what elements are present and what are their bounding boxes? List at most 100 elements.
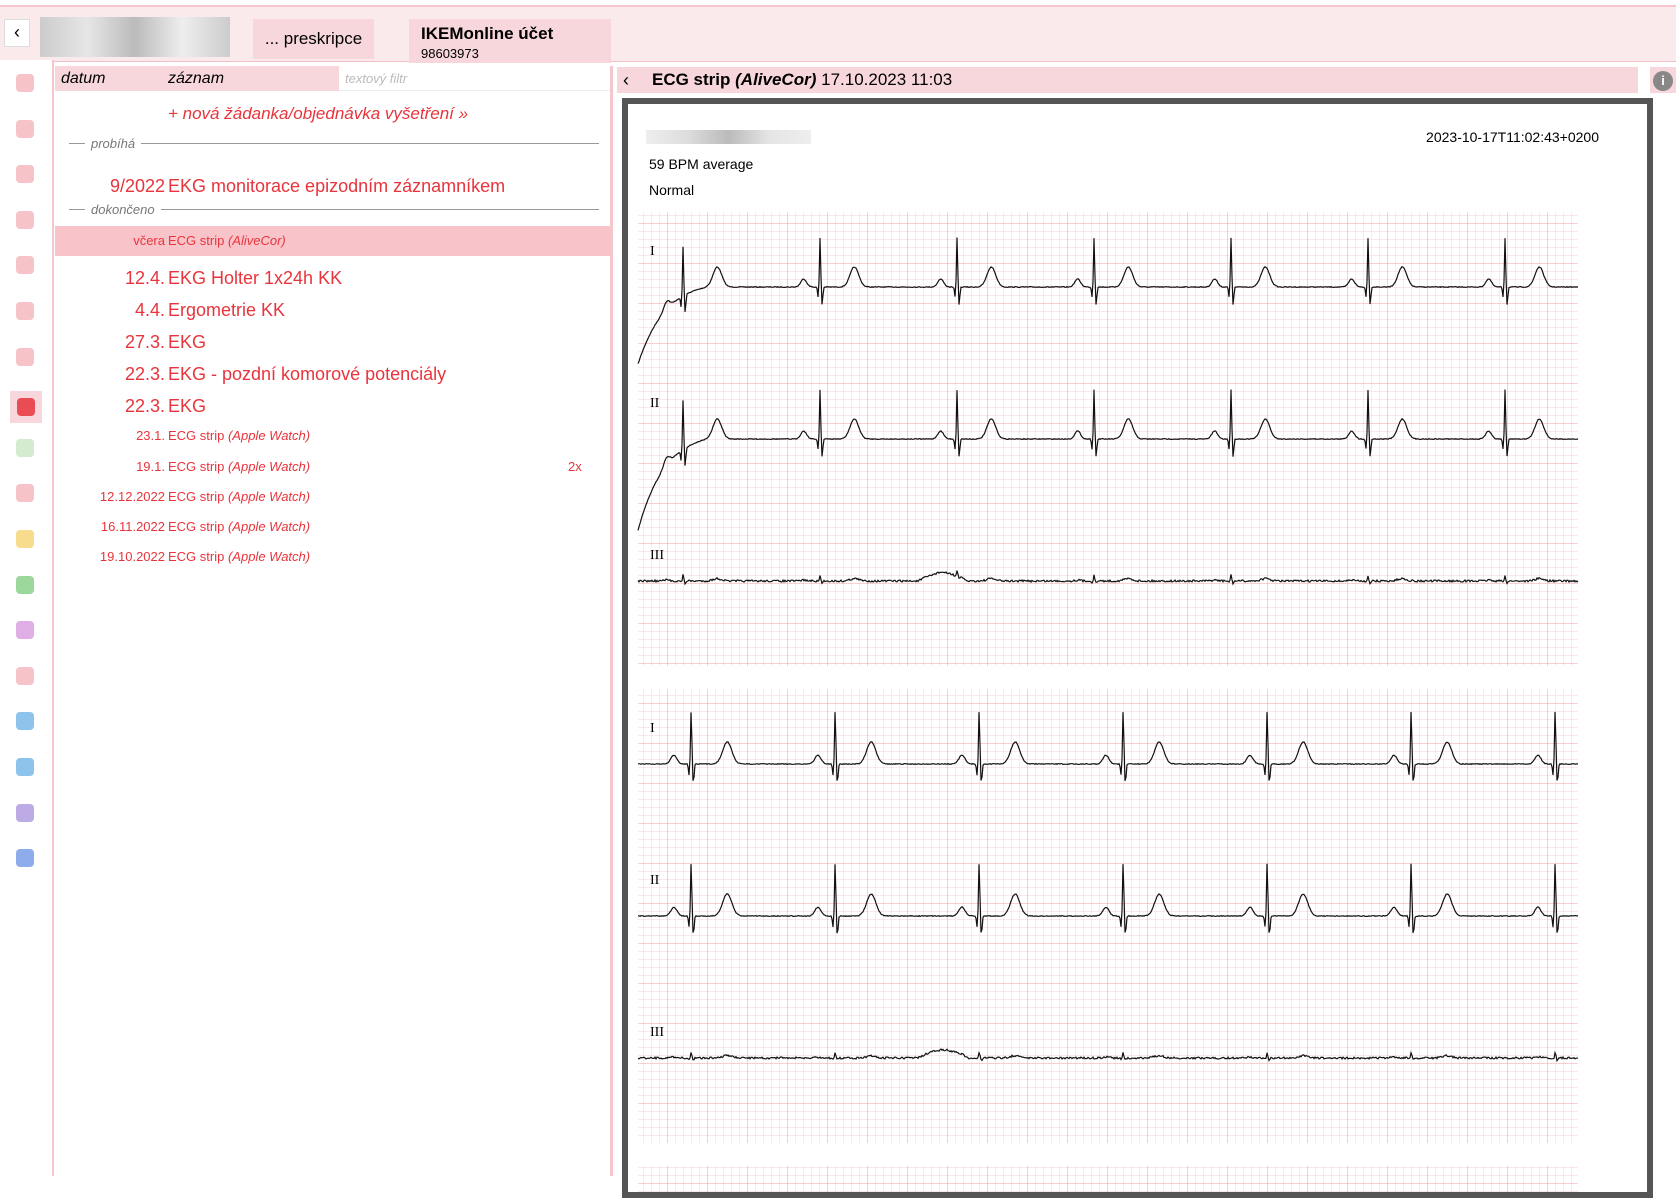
tab[interactable]: ... preskripce — [253, 19, 374, 59]
row-title: ECG strip (Apple Watch) — [168, 426, 310, 446]
icon-glyph — [16, 849, 34, 868]
sidebar-icon[interactable] — [14, 710, 36, 732]
sidebar-icon[interactable] — [14, 619, 36, 641]
row-source: (Apple Watch) — [227, 428, 311, 443]
row-date: 4.4. — [134, 300, 165, 320]
info-icon[interactable]: i — [1653, 71, 1673, 91]
timestamp: 2023-10-17T11:02:43+0200 — [1426, 129, 1599, 145]
lead-label: II — [650, 396, 660, 411]
sidebar-icon[interactable] — [14, 346, 36, 368]
icon-glyph — [16, 347, 34, 366]
row-title: ECG strip (AliveCor) — [168, 226, 286, 256]
list-row[interactable]: 19.10.2022 ECG strip (Apple Watch) — [55, 547, 610, 567]
row-title: EKG monitorace epizodním záznamníkem — [168, 174, 505, 198]
ecg-trace — [637, 237, 1579, 364]
icon-glyph — [16, 712, 34, 731]
list-row[interactable]: 22.3. EKG — [55, 394, 610, 418]
sidebar-icon[interactable] — [14, 802, 36, 824]
row-date: 23.1. — [136, 428, 165, 443]
row-source: (Apple Watch) — [227, 459, 311, 474]
sidebar-icon[interactable] — [10, 391, 42, 424]
back-button[interactable]: ‹ — [4, 19, 30, 47]
sidebar-icon[interactable] — [14, 847, 36, 869]
row-date: 12.12.2022 — [99, 489, 165, 504]
text-filter[interactable]: textový filtr — [339, 66, 610, 91]
result: Normal — [649, 182, 695, 198]
row-title-text: ECG strip — [168, 233, 225, 248]
list-panel: datum záznam textový filtr + nová žádank… — [55, 66, 613, 1176]
ecg-trace — [637, 863, 1579, 934]
ecg-frame: 2023-10-17T11:02:43+0200 59 BPM average … — [622, 98, 1653, 1198]
detail-source: (AliveCor) — [735, 70, 817, 89]
lead-label: I — [650, 244, 655, 259]
icon-glyph — [16, 438, 34, 457]
back-arrow[interactable]: ‹ — [623, 70, 629, 90]
ecg-trace — [637, 1048, 1579, 1063]
icon-glyph — [16, 575, 34, 594]
row-date: 22.3. — [124, 396, 165, 416]
row-source: (AliveCor) — [227, 233, 286, 248]
lead-label: III — [650, 1025, 664, 1040]
icon-glyph — [17, 398, 35, 417]
header-date: datum — [61, 70, 106, 87]
detail-title: ECG strip — [652, 70, 731, 89]
sidebar-icon[interactable] — [14, 437, 36, 459]
row-title-text: Ergometrie KK — [168, 300, 286, 320]
icon-glyph — [16, 666, 34, 685]
row-title: EKG — [168, 330, 206, 354]
group-label: dokončeno — [69, 202, 599, 217]
sidebar-icon[interactable] — [14, 209, 36, 231]
icon-glyph — [16, 119, 34, 138]
sidebar-icon[interactable] — [14, 528, 36, 550]
sidebar-icon[interactable] — [14, 163, 36, 185]
sidebar-icon[interactable] — [14, 72, 36, 94]
row-date: včera — [133, 233, 165, 248]
row-title-text: EKG - pozdní komorové potenciály — [168, 364, 447, 384]
row-source: (Apple Watch) — [227, 549, 311, 564]
list-row[interactable]: 12.4. EKG Holter 1x24h KK — [55, 266, 610, 290]
list-row[interactable]: 4.4. Ergometrie KK — [55, 298, 610, 322]
sidebar — [0, 60, 54, 1176]
icon-glyph — [16, 165, 34, 184]
row-title-text: EKG monitorace epizodním záznamníkem — [168, 176, 506, 196]
sidebar-icon[interactable] — [14, 665, 36, 687]
row-title-text: EKG — [168, 396, 207, 416]
row-title-text: ECG strip — [168, 428, 225, 443]
list-row[interactable]: 16.11.2022 ECG strip (Apple Watch) — [55, 517, 610, 537]
row-title-text: ECG strip — [168, 459, 225, 474]
new-request-link[interactable]: + nová žádanka/objednávka vyšetření » — [168, 104, 469, 123]
row-title: Ergometrie KK — [168, 298, 285, 322]
sidebar-icon[interactable] — [14, 482, 36, 504]
blurred-name — [646, 130, 811, 144]
account-id: 98603973 — [421, 46, 479, 61]
row-title: ECG strip (Apple Watch) — [168, 487, 310, 507]
sidebar-icon[interactable] — [14, 300, 36, 322]
sidebar-icon[interactable] — [14, 756, 36, 778]
list-row[interactable]: 22.3. EKG - pozdní komorové potenciály — [55, 362, 610, 386]
sidebar-icon[interactable] — [14, 574, 36, 596]
icon-glyph — [16, 256, 34, 275]
row-date: 16.11.2022 — [100, 519, 165, 534]
ecg-trace — [637, 389, 1579, 531]
top-edge — [0, 0, 1676, 5]
row-date: 19.10.2022 — [99, 549, 165, 564]
list-row[interactable]: včera ECG strip (AliveCor) — [55, 226, 610, 256]
ecg-trace — [638, 711, 1579, 781]
detail-title-bar: ‹ ECG strip (AliveCor) 17.10.2023 11:03 — [617, 67, 1638, 93]
list-row[interactable]: 12.12.2022 ECG strip (Apple Watch) — [55, 487, 610, 507]
row-date: 27.3. — [124, 332, 165, 352]
group-label-text: probíhá — [91, 136, 136, 151]
sidebar-icon[interactable] — [14, 254, 36, 276]
row-title: ECG strip (Apple Watch) — [168, 517, 310, 537]
bpm: 59 BPM average — [649, 156, 754, 172]
ecg-trace — [637, 570, 1579, 586]
list-row[interactable]: 23.1. ECG strip (Apple Watch) — [55, 426, 610, 446]
list-row[interactable]: 19.1. ECG strip (Apple Watch) 2x — [55, 457, 610, 477]
icon-glyph — [16, 74, 34, 92]
account-tab[interactable]: IKEMonline účet 98603973 — [409, 19, 611, 63]
row-title: EKG Holter 1x24h KK — [168, 266, 342, 290]
sidebar-icon[interactable] — [14, 118, 36, 140]
list-row[interactable]: 27.3. EKG — [55, 330, 610, 354]
list-row[interactable]: 9/2022 EKG monitorace epizodním záznamník… — [55, 174, 610, 198]
row-date: 9/2022 — [109, 176, 165, 196]
